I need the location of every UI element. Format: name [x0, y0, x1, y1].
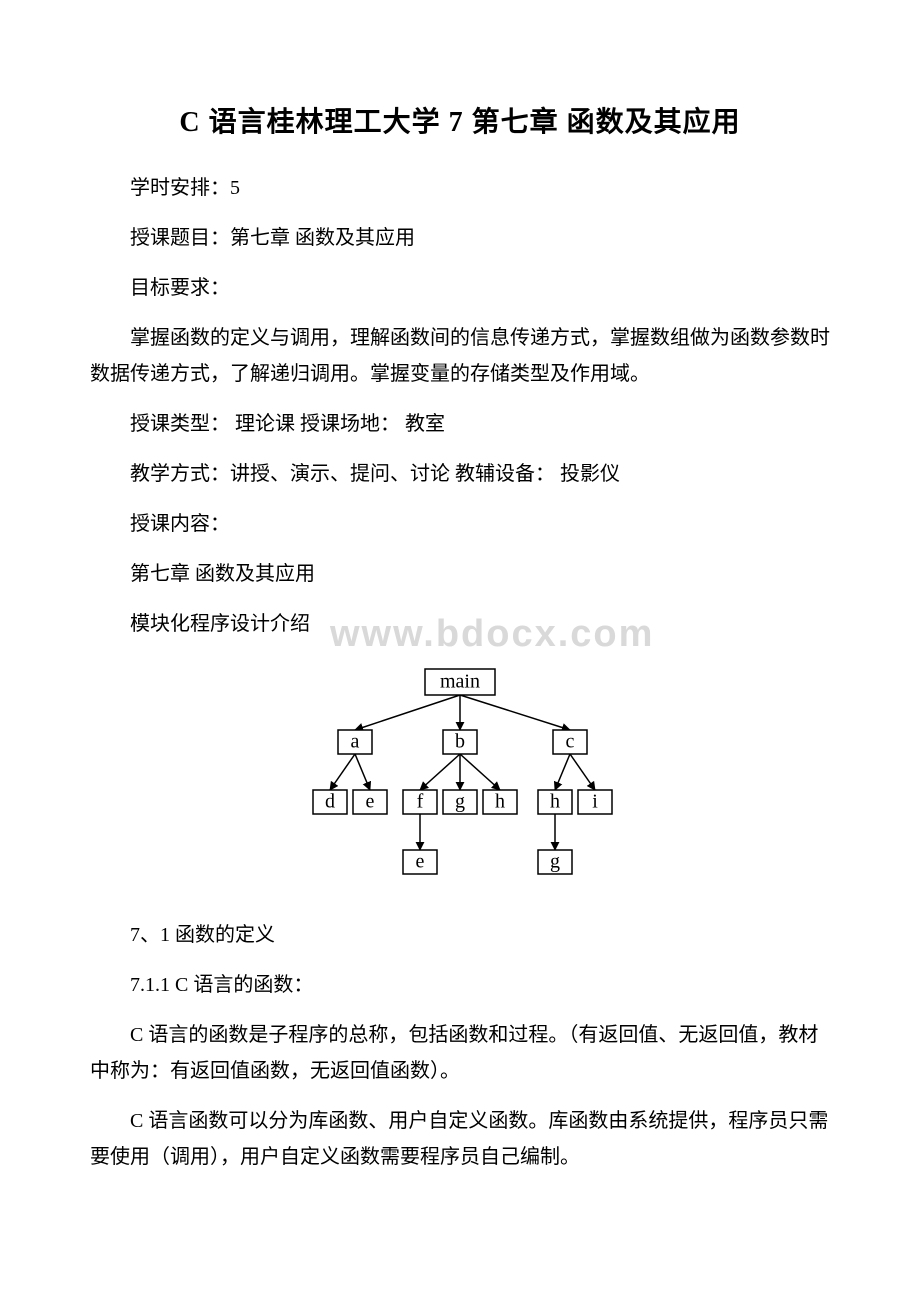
para-7-1-1: 7.1.1 C 语言的函数： — [90, 967, 830, 1003]
svg-text:e: e — [366, 791, 375, 813]
para-content-label: 授课内容： — [90, 506, 830, 542]
svg-text:h: h — [495, 791, 505, 813]
svg-text:e: e — [416, 851, 425, 873]
svg-text:d: d — [325, 791, 335, 813]
svg-text:main: main — [440, 671, 480, 693]
svg-text:b: b — [455, 731, 465, 753]
svg-text:c: c — [566, 731, 575, 753]
svg-text:h: h — [550, 791, 560, 813]
svg-text:i: i — [592, 791, 598, 813]
para-module-intro-row: www.bdocx.com 模块化程序设计介绍 — [90, 606, 830, 642]
para-hours: 学时安排：5 — [90, 170, 830, 206]
module-tree-diagram: main a b c d e f g h h i e g — [90, 662, 830, 897]
para-func-desc-1: C 语言的函数是子程序的总称，包括函数和过程。（有返回值、无返回值，教材中称为：… — [90, 1017, 830, 1089]
para-func-desc-2: C 语言函数可以分为库函数、用户自定义函数。库函数由系统提供，程序员只需要使用（… — [90, 1103, 830, 1175]
para-type: 授课类型： 理论课 授课场地： 教室 — [90, 406, 830, 442]
svg-text:g: g — [550, 851, 560, 873]
para-goal-body: 掌握函数的定义与调用，理解函数间的信息传递方式，掌握数组做为函数参数时数据传递方… — [90, 320, 830, 392]
para-topic: 授课题目：第七章 函数及其应用 — [90, 220, 830, 256]
svg-text:a: a — [351, 731, 360, 753]
para-chapter: 第七章 函数及其应用 — [90, 556, 830, 592]
svg-text:f: f — [417, 791, 424, 813]
watermark-text: www.bdocx.com — [290, 600, 654, 668]
para-module-intro: 模块化程序设计介绍 — [130, 613, 310, 635]
para-7-1: 7、1 函数的定义 — [90, 917, 830, 953]
page-title: C 语言桂林理工大学 7 第七章 函数及其应用 — [90, 100, 830, 140]
para-method: 教学方式：讲授、演示、提问、讨论 教辅设备： 投影仪 — [90, 456, 830, 492]
para-goal-label: 目标要求： — [90, 270, 830, 306]
svg-text:g: g — [455, 791, 465, 813]
